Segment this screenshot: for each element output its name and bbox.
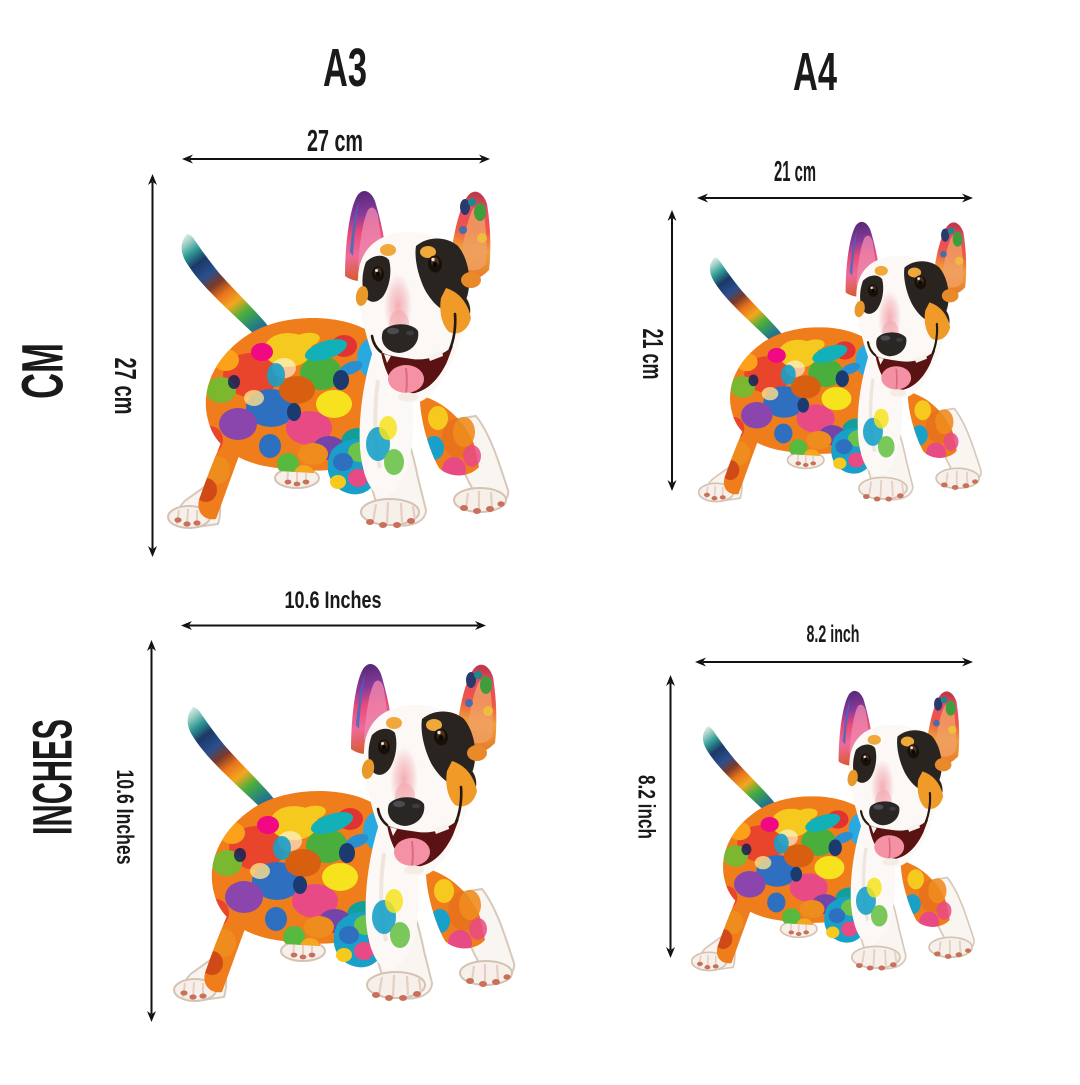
svg-text:8.2 inch: 8.2 inch xyxy=(633,775,660,839)
svg-text:8.2 inch: 8.2 inch xyxy=(807,621,860,648)
svg-text:10.6 Inches: 10.6 Inches xyxy=(285,587,382,614)
svg-text:INCHES: INCHES xyxy=(21,719,84,835)
svg-text:CM: CM xyxy=(10,343,75,399)
svg-text:10.6 Inches: 10.6 Inches xyxy=(111,770,138,865)
svg-text:27 cm: 27 cm xyxy=(307,123,363,158)
svg-text:21 cm: 21 cm xyxy=(636,329,668,380)
svg-text:A4: A4 xyxy=(793,42,837,102)
svg-text:27 cm: 27 cm xyxy=(108,358,143,415)
svg-text:A3: A3 xyxy=(323,38,367,98)
svg-text:21 cm: 21 cm xyxy=(774,156,816,188)
